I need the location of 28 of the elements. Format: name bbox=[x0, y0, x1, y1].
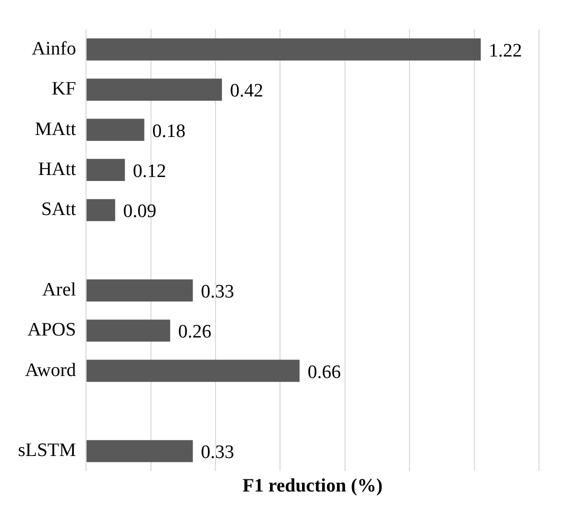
bar bbox=[86, 440, 193, 462]
data-label: 0.09 bbox=[123, 201, 156, 222]
y-tick-label: MAtt bbox=[34, 118, 77, 140]
data-label: 0.12 bbox=[132, 160, 166, 182]
y-tick-label: APOS bbox=[27, 320, 76, 341]
y-tick-label: HAtt bbox=[38, 158, 77, 180]
y-tick-label: KF bbox=[52, 78, 76, 100]
bar bbox=[86, 360, 300, 382]
bar bbox=[86, 38, 481, 61]
bar bbox=[86, 199, 116, 222]
data-label: 0.42 bbox=[230, 80, 264, 102]
data-label: 1.22 bbox=[488, 40, 522, 62]
bar bbox=[86, 279, 193, 302]
x-axis-title: F1 reduction (%) bbox=[242, 476, 383, 497]
bar bbox=[86, 118, 144, 141]
bar bbox=[86, 158, 125, 182]
y-tick-label: Arel bbox=[42, 279, 76, 300]
bar bbox=[86, 78, 222, 101]
data-label: 0.33 bbox=[200, 281, 234, 302]
data-label: 0.33 bbox=[200, 442, 234, 464]
data-label: 0.26 bbox=[178, 322, 212, 343]
data-label: 0.66 bbox=[308, 362, 341, 383]
data-label: 0.18 bbox=[152, 120, 186, 142]
y-tick-label: Ainfo bbox=[32, 38, 76, 60]
y-tick-label: SAtt bbox=[41, 199, 77, 220]
y-tick-label: Aword bbox=[25, 360, 77, 381]
y-tick-label: sLSTM bbox=[18, 440, 76, 462]
bar bbox=[86, 320, 170, 342]
